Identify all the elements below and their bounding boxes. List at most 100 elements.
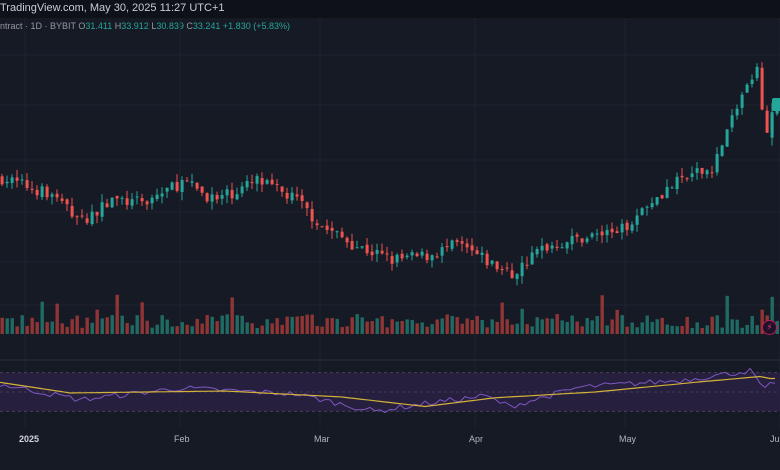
candle-body [735, 108, 739, 116]
price-chart[interactable] [0, 0, 780, 428]
volume-bars [0, 294, 779, 334]
candle-body [390, 256, 394, 264]
candle-body [385, 253, 389, 255]
volume-bar [715, 315, 719, 334]
time-axis-label: Feb [174, 434, 190, 444]
volume-bar [385, 327, 389, 334]
candle-body [290, 192, 294, 201]
volume-bar [270, 323, 274, 334]
candle-body [545, 244, 549, 251]
candle-body [325, 225, 329, 230]
candle-body [335, 231, 339, 233]
candle-body [670, 187, 674, 189]
candle-body [175, 182, 179, 191]
volume-bar [480, 320, 484, 334]
volume-bar [155, 324, 159, 334]
candle-body [605, 229, 609, 236]
candle-body [345, 237, 349, 243]
candle-body [150, 197, 154, 204]
volume-bar [515, 323, 519, 334]
volume-bar [120, 315, 124, 334]
candle-body [445, 246, 449, 248]
volume-bar [160, 315, 164, 334]
volume-bar [415, 323, 419, 334]
candle-body [255, 176, 259, 184]
volume-bar [630, 322, 634, 334]
open-value: 31.411 [85, 21, 113, 31]
volume-bar [580, 326, 584, 334]
volume-bar [5, 318, 9, 334]
volume-bar [85, 317, 89, 334]
volume-bar [320, 326, 324, 334]
candle-body [625, 222, 629, 230]
volume-bar [355, 314, 359, 334]
candle-body [515, 274, 519, 279]
candle-body [750, 79, 754, 85]
volume-bar [475, 315, 479, 334]
candle-body [115, 195, 119, 199]
volume-bar [665, 324, 669, 334]
volume-bar [495, 321, 499, 334]
candle-body [40, 186, 44, 198]
header-bar: TradingView.com, May 30, 2025 11:27 UTC+… [0, 0, 780, 18]
volume-bar [605, 325, 609, 334]
candle-body [30, 188, 34, 190]
high-value: 33.912 [121, 21, 149, 31]
lightning-icon[interactable]: ⚡ [762, 320, 777, 335]
candle-body [90, 211, 94, 225]
last-price-marker [772, 98, 780, 111]
time-axis-label: Apr [469, 434, 484, 444]
volume-bar [280, 324, 284, 334]
volume-bar [365, 321, 369, 334]
candlesticks [0, 62, 779, 286]
candle-body [730, 115, 734, 128]
volume-bar [690, 327, 694, 334]
candle-body [190, 181, 194, 183]
candle-body [550, 245, 554, 249]
volume-bar [115, 294, 119, 334]
time-axis-label: May [619, 434, 637, 444]
candle-body [415, 253, 419, 257]
volume-bar [695, 322, 699, 334]
volume-bar [720, 327, 724, 334]
volume-bar [725, 295, 729, 334]
volume-bar [610, 319, 614, 334]
candle-body [470, 245, 474, 251]
candle-body [260, 178, 264, 185]
volume-bar [465, 318, 469, 334]
volume-bar [440, 318, 444, 334]
candle-body [740, 94, 744, 108]
volume-bar [165, 319, 169, 334]
volume-bar [500, 302, 504, 334]
candle-body [95, 211, 99, 216]
volume-bar [310, 314, 314, 334]
volume-bar [380, 316, 384, 334]
volume-bar [410, 319, 414, 334]
rsi-pane [0, 359, 780, 414]
candle-body [465, 243, 469, 248]
candle-body [590, 233, 594, 237]
candle-body [475, 250, 479, 255]
candle-body [485, 253, 489, 266]
volume-bar [345, 326, 349, 334]
candle-body [755, 66, 759, 79]
volume-bar [75, 315, 79, 334]
volume-bar [625, 326, 629, 334]
candle-body [510, 270, 514, 278]
volume-bar [670, 325, 674, 334]
candle-body [10, 177, 14, 183]
candle-body [660, 195, 664, 199]
candle-body [300, 195, 304, 201]
volume-bar [685, 316, 689, 334]
volume-bar [680, 325, 684, 334]
candle-body [310, 209, 314, 222]
volume-bar [705, 325, 709, 334]
candle-body [380, 250, 384, 254]
symbol-info: ntract · 1D · BYBIT [0, 21, 76, 31]
candle-body [135, 196, 139, 198]
candle-body [630, 224, 634, 231]
volume-bar [140, 302, 144, 334]
volume-bar [455, 317, 459, 334]
candle-body [110, 197, 114, 208]
volume-bar [30, 317, 34, 334]
